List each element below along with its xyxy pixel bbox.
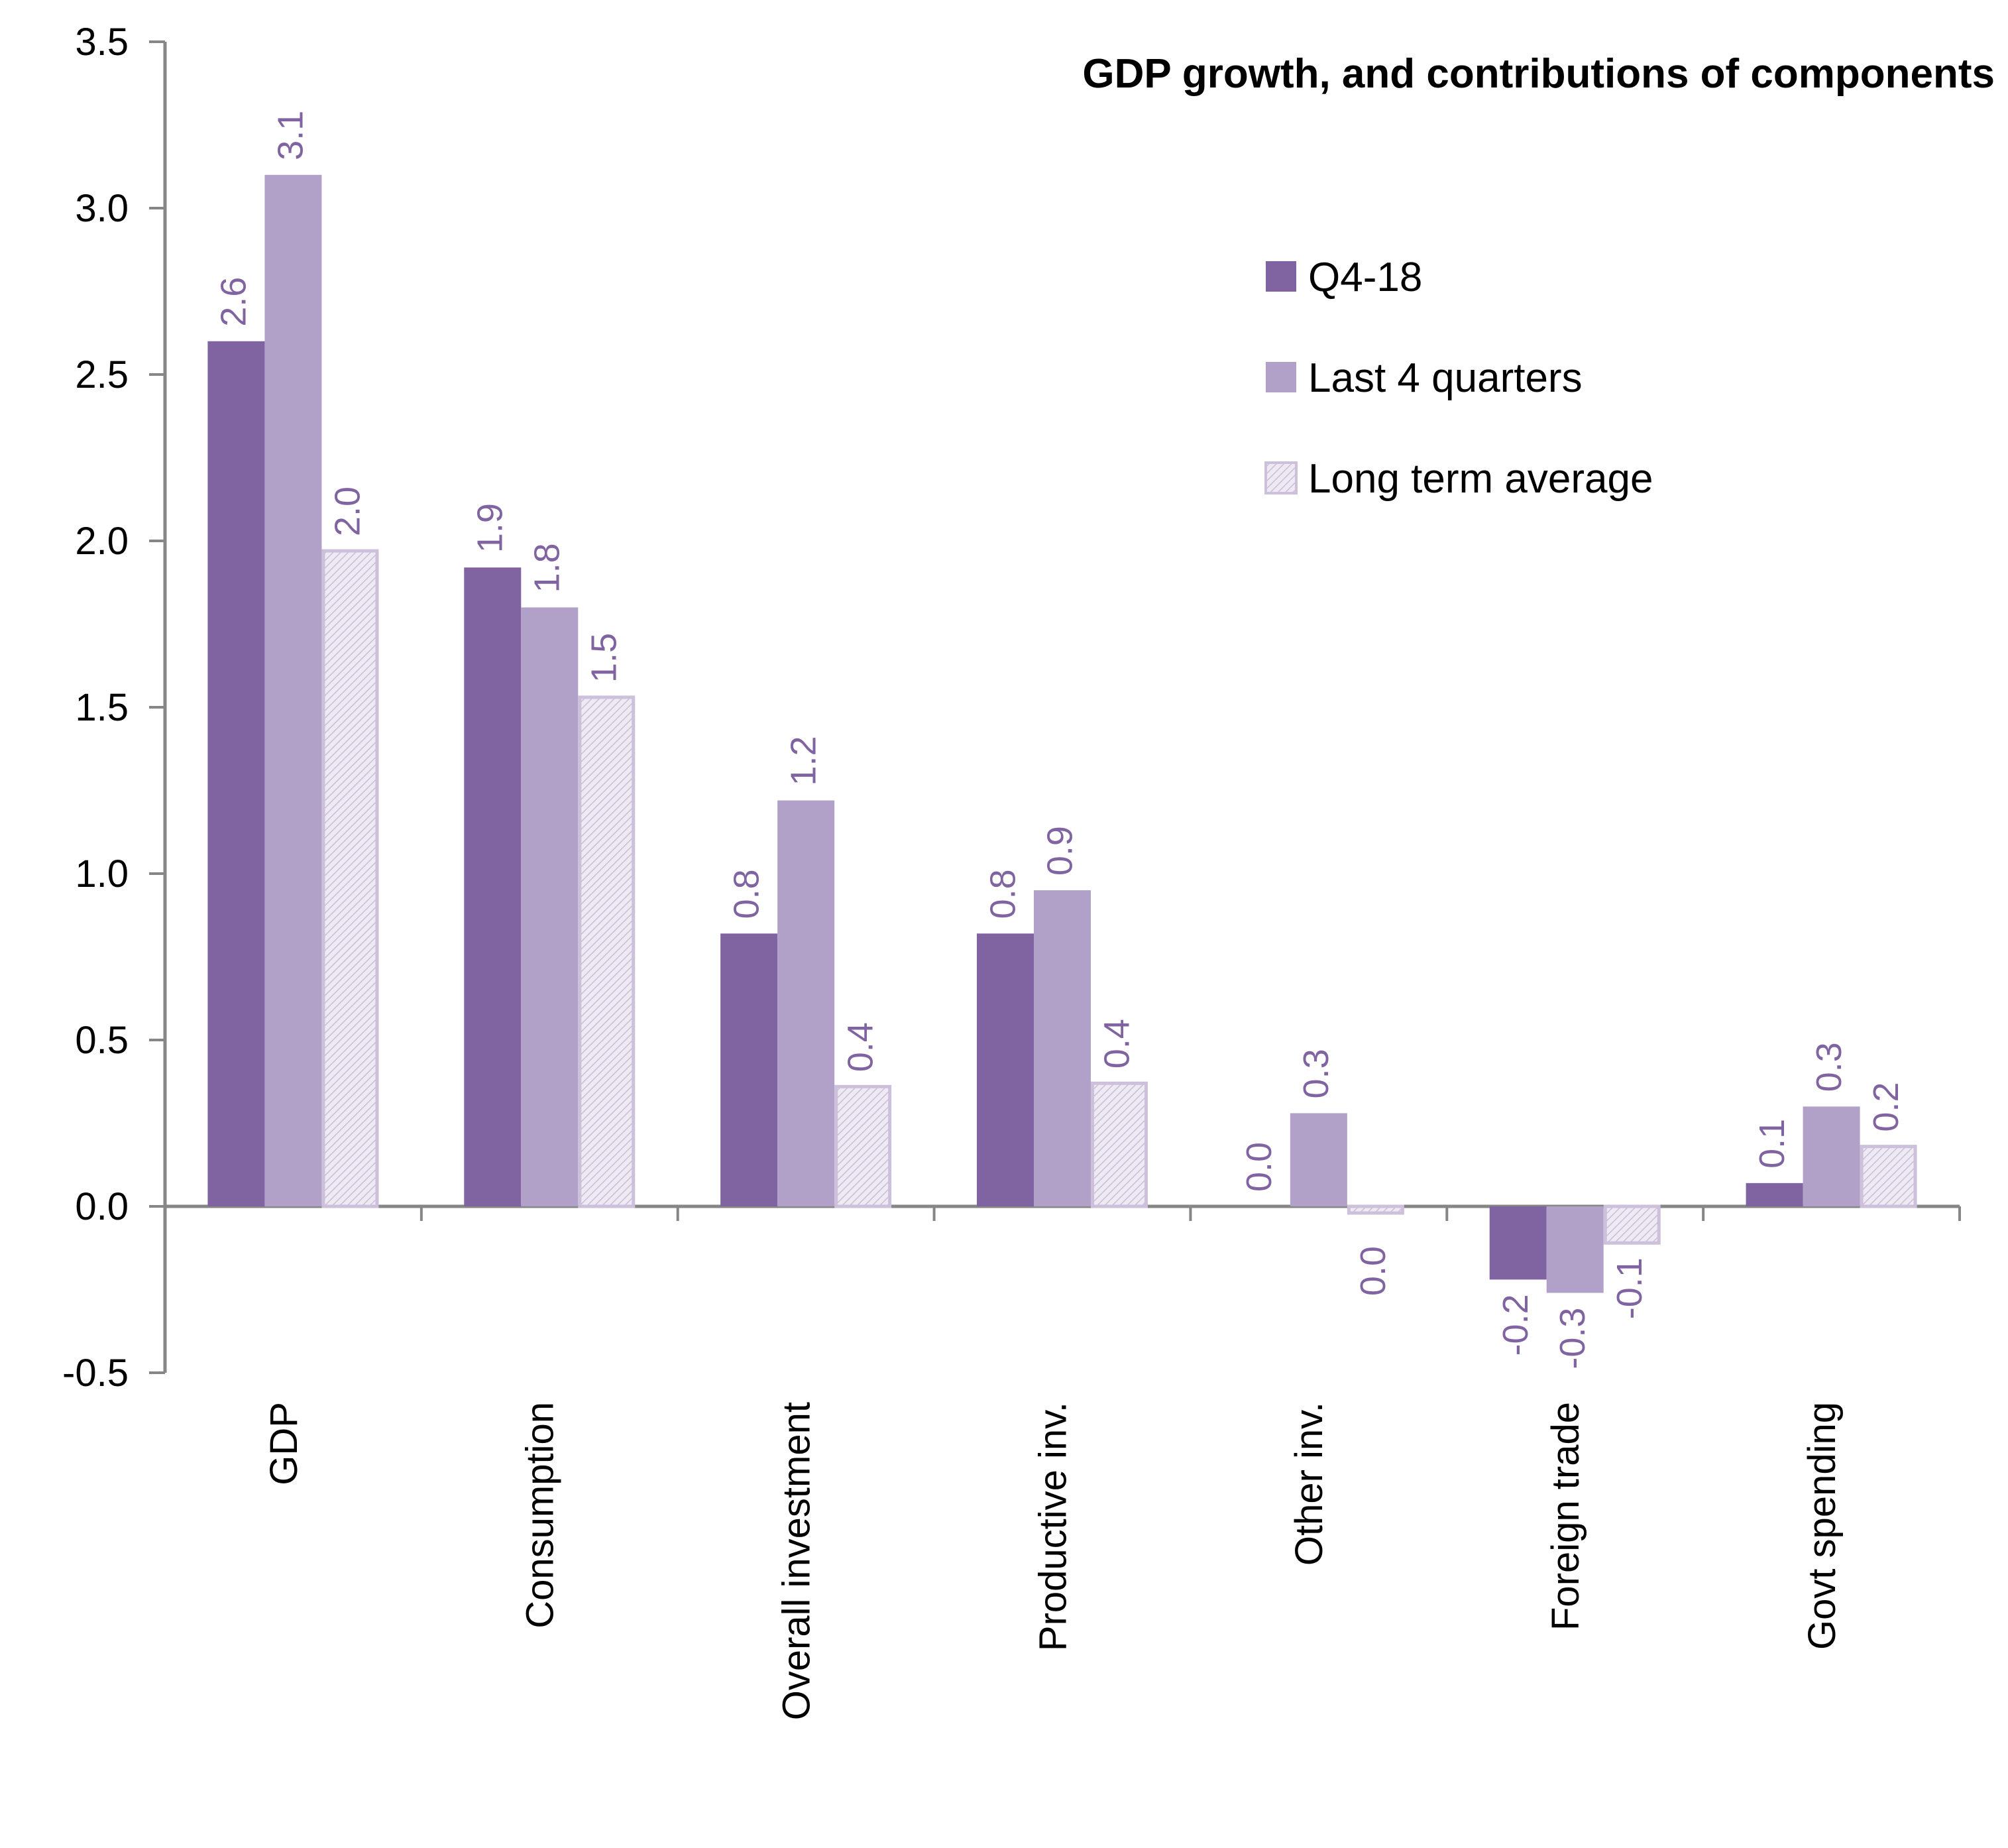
y-tick-label: 1.0 [75,852,129,895]
bar [1290,1113,1347,1206]
data-label: 0.4 [1097,1019,1137,1068]
y-tick-label: 0.0 [75,1185,129,1228]
category-label: GDP [262,1402,306,1485]
bar [1546,1206,1604,1293]
y-tick-label: 3.5 [75,21,129,64]
bar [264,174,322,1206]
data-label: 1.8 [528,543,567,593]
bar [1489,1206,1547,1280]
bar [1603,1204,1661,1245]
legend-label: Last 4 quarters [1308,355,1583,401]
data-label: -0.1 [1610,1257,1649,1319]
bar [777,800,835,1206]
bar [578,695,636,1208]
bar [834,1084,892,1208]
bars [207,174,1917,1293]
data-label: 0.2 [1866,1082,1906,1132]
y-tick-label: 2.5 [75,353,129,396]
legend-label: Long term average [1308,456,1653,502]
bar [521,607,579,1206]
bar [321,549,379,1208]
data-label: -0.3 [1553,1308,1592,1369]
category-label: Productive inv. [1031,1402,1074,1651]
data-label: 1.5 [585,633,624,683]
y-tick-label: -0.5 [62,1352,129,1395]
data-label: 1.9 [471,503,510,553]
y-tick-label: 0.5 [75,1019,129,1062]
bar [1091,1081,1148,1208]
data-label: 0.1 [1752,1119,1792,1169]
data-label: 0.0 [1353,1246,1393,1296]
category-label: Govt spending [1801,1402,1844,1650]
data-label: 0.4 [840,1022,880,1072]
bar [720,933,778,1206]
data-label: 0.9 [1040,826,1080,876]
data-label: 0.3 [1809,1042,1849,1092]
y-tick-label: 1.5 [75,686,129,729]
bar [1746,1183,1803,1206]
bar [977,933,1034,1206]
category-label: Other inv. [1288,1402,1331,1566]
category-label: Consumption [519,1402,562,1629]
bar [1803,1106,1860,1206]
y-tick-label: 2.0 [75,520,129,563]
bar [1860,1145,1917,1208]
bar [1347,1204,1404,1215]
legend-swatch [1266,261,1296,292]
legend: Q4-18 Last 4 quarters Long term average [1264,255,1653,502]
data-label: 0.0 [1239,1142,1279,1192]
legend-swatch [1266,362,1296,392]
bar [1034,890,1091,1206]
data-labels: 2.6 1.9 0.8 0.8 0.0 -0.2 0.1 3.1 1.8 1.2 0.9 0.3 -0.… [214,111,1906,1369]
category-label: Overall investment [775,1402,818,1720]
y-tick-label: 3.0 [75,187,129,230]
data-label: 2.0 [328,487,368,536]
chart-title: GDP growth, and contributions of compone… [1082,51,1995,97]
legend-swatch [1264,461,1298,494]
data-label: 0.8 [726,869,766,919]
data-label: -0.2 [1496,1294,1535,1356]
data-label: 0.3 [1296,1049,1336,1098]
data-label: 0.8 [983,869,1023,919]
bar [464,567,522,1206]
legend-label: Q4-18 [1308,255,1422,300]
category-label: Foreign trade [1544,1402,1587,1631]
data-label: 3.1 [271,111,311,160]
data-label: 2.6 [214,277,254,327]
bar [207,341,265,1206]
data-label: 1.2 [783,736,823,785]
